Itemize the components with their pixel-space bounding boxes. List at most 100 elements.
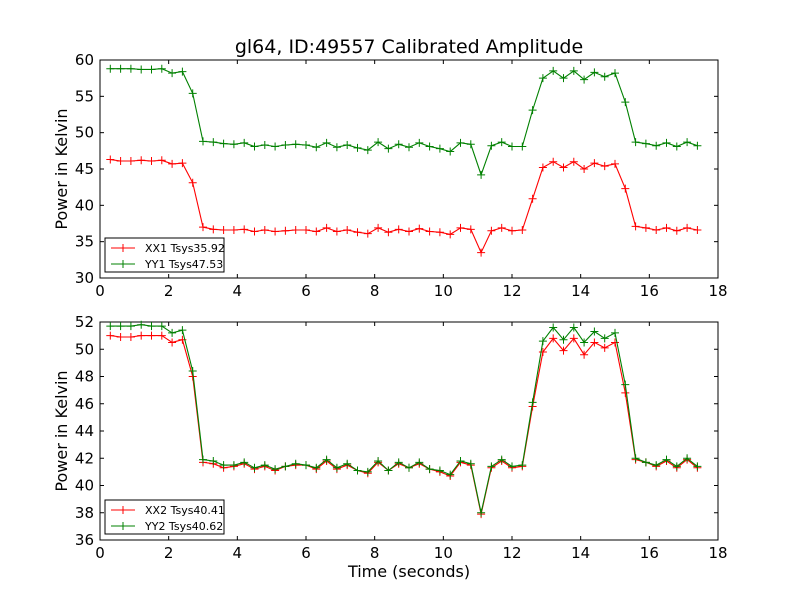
data-point bbox=[363, 229, 372, 238]
data-point bbox=[312, 143, 321, 152]
series-line bbox=[110, 159, 698, 254]
data-point bbox=[538, 163, 547, 172]
y-tick-label: 44 bbox=[75, 422, 94, 440]
data-point bbox=[631, 454, 640, 463]
data-point bbox=[693, 462, 702, 471]
data-point bbox=[435, 466, 444, 475]
data-point bbox=[446, 147, 455, 156]
data-point bbox=[147, 322, 156, 331]
data-point bbox=[672, 226, 681, 235]
data-point bbox=[157, 322, 166, 331]
y-tick-label: 55 bbox=[75, 87, 94, 105]
data-point bbox=[343, 141, 352, 150]
data-point bbox=[652, 461, 661, 470]
x-tick-label: 0 bbox=[95, 544, 105, 562]
data-point bbox=[322, 138, 331, 147]
x-tick-label: 10 bbox=[434, 544, 453, 562]
data-point bbox=[508, 142, 516, 151]
data-point bbox=[302, 226, 310, 235]
data-point bbox=[580, 350, 589, 359]
data-point bbox=[497, 455, 506, 464]
data-point bbox=[590, 327, 599, 336]
data-point bbox=[683, 223, 692, 232]
data-point bbox=[405, 227, 413, 236]
legend-marker bbox=[119, 244, 127, 252]
x-tick-label: 10 bbox=[434, 282, 453, 300]
data-point bbox=[271, 142, 280, 151]
data-point bbox=[611, 159, 619, 168]
data-point bbox=[260, 461, 269, 470]
x-tick-label: 6 bbox=[301, 544, 311, 562]
data-point bbox=[363, 467, 372, 476]
data-point bbox=[518, 461, 527, 470]
data-point bbox=[487, 462, 496, 471]
data-point bbox=[611, 69, 619, 78]
data-point bbox=[116, 157, 125, 166]
data-point bbox=[281, 141, 290, 150]
data-point bbox=[600, 72, 609, 81]
data-point bbox=[291, 459, 300, 468]
data-point bbox=[374, 223, 383, 232]
y-tick-label: 40 bbox=[75, 196, 94, 214]
data-point bbox=[229, 226, 238, 235]
data-point bbox=[219, 226, 228, 235]
data-point bbox=[425, 227, 434, 236]
data-point bbox=[178, 67, 187, 76]
data-point bbox=[621, 380, 630, 389]
data-point bbox=[662, 455, 671, 464]
series-yy1 bbox=[106, 64, 702, 179]
x-tick-label: 16 bbox=[640, 282, 659, 300]
data-point bbox=[405, 463, 413, 472]
data-point bbox=[518, 142, 527, 151]
data-point bbox=[157, 331, 166, 340]
data-point bbox=[116, 332, 125, 341]
data-point bbox=[477, 248, 486, 257]
legend: XX2 Tsys40.41 YY2 Tsys40.62 bbox=[104, 499, 225, 535]
data-point bbox=[549, 334, 558, 343]
legend-label: YY1 Tsys47.53 bbox=[144, 258, 223, 271]
data-point bbox=[126, 64, 135, 73]
data-point bbox=[147, 157, 156, 166]
data-point bbox=[538, 74, 547, 83]
subplot-1: 0 2 4 6 8 10 12 14 16 18 30 35 40 45 50 55 60 Power in Ke… bbox=[52, 51, 728, 300]
data-point bbox=[302, 141, 310, 150]
data-point bbox=[322, 223, 331, 232]
data-point bbox=[683, 138, 692, 147]
data-point bbox=[394, 458, 403, 467]
data-point bbox=[209, 456, 218, 465]
data-point bbox=[219, 461, 228, 470]
data-point bbox=[168, 159, 177, 168]
data-point bbox=[559, 163, 568, 172]
data-point bbox=[435, 144, 444, 153]
data-point bbox=[600, 334, 609, 343]
series-line bbox=[110, 324, 698, 513]
data-point bbox=[178, 159, 187, 168]
y-tick-label: 50 bbox=[75, 340, 94, 358]
data-point bbox=[446, 470, 455, 479]
data-point bbox=[559, 335, 568, 344]
data-point bbox=[106, 322, 115, 331]
x-tick-label: 12 bbox=[502, 282, 521, 300]
data-point bbox=[240, 458, 249, 467]
data-point bbox=[672, 142, 681, 151]
data-point bbox=[641, 223, 650, 232]
data-point bbox=[147, 65, 156, 74]
data-point bbox=[435, 228, 444, 237]
data-point bbox=[199, 223, 207, 232]
data-point bbox=[291, 226, 300, 235]
data-point bbox=[425, 142, 434, 151]
data-point bbox=[456, 456, 465, 465]
data-point bbox=[178, 326, 187, 335]
data-point bbox=[353, 228, 362, 237]
data-point bbox=[168, 328, 177, 337]
series-xx1 bbox=[106, 155, 702, 257]
data-point bbox=[641, 139, 650, 148]
data-point bbox=[611, 328, 619, 337]
legend-label: XX2 Tsys40.41 bbox=[145, 504, 225, 517]
data-point bbox=[549, 66, 558, 75]
x-tick-label: 6 bbox=[301, 282, 311, 300]
x-tick-label: 18 bbox=[708, 282, 727, 300]
y-tick-label: 46 bbox=[75, 395, 94, 413]
data-point bbox=[466, 459, 475, 468]
